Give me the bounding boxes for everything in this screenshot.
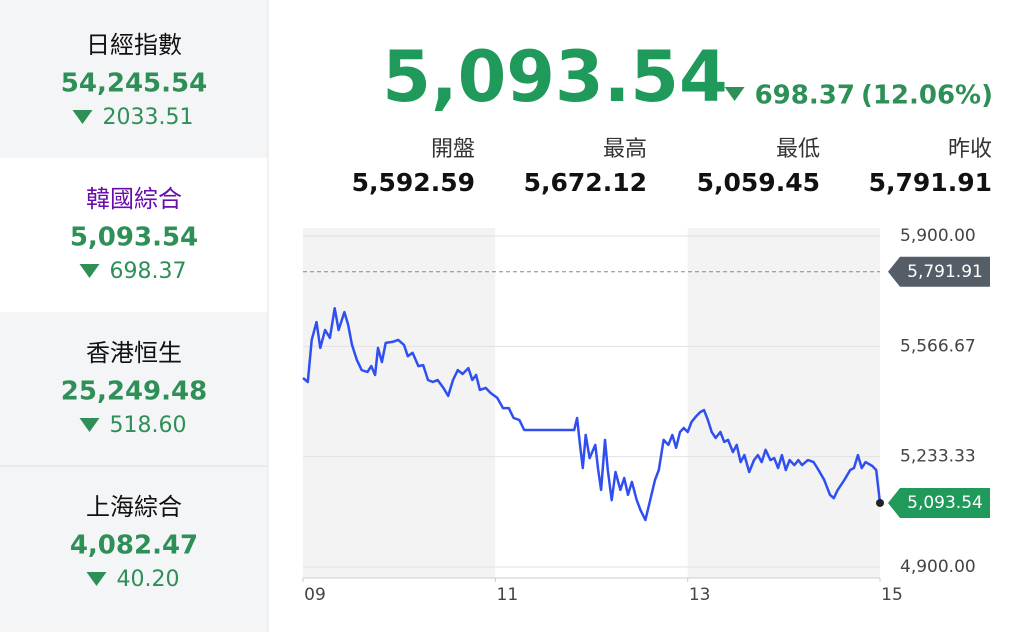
y-tick-label: 5,900.00 — [900, 226, 976, 246]
down-arrow — [79, 418, 100, 432]
stat-label: 最低 — [776, 137, 820, 162]
stat-value: 5,672.12 — [524, 168, 647, 197]
change-pct: (12.06%) — [861, 81, 993, 111]
index-name: 上海綜合 — [86, 493, 182, 521]
x-tick-label: 13 — [689, 585, 711, 605]
change: 698.37 — [755, 81, 855, 111]
index-name: 韓國綜合 — [86, 185, 182, 213]
index-change: 40.20 — [117, 567, 180, 592]
index-name: 香港恒生 — [86, 339, 182, 367]
stat-label: 開盤 — [431, 137, 475, 162]
reference-tag — [888, 256, 990, 287]
stat-label: 昨收 — [948, 137, 992, 162]
down-arrow — [86, 572, 107, 586]
stat-value: 5,791.91 — [869, 168, 992, 197]
y-tick-label: 5,566.67 — [900, 336, 976, 356]
index-change: 698.37 — [110, 259, 187, 284]
x-tick-label: 11 — [497, 585, 519, 605]
last-point — [876, 498, 884, 507]
stat-value: 5,059.45 — [697, 168, 820, 197]
y-tick-label: 5,233.33 — [900, 447, 976, 467]
index-value: 5,093.54 — [70, 223, 198, 253]
down-arrow — [72, 110, 93, 124]
index-value: 4,082.47 — [70, 531, 198, 561]
current-tag — [888, 487, 990, 518]
session-band — [303, 228, 496, 578]
stat-label: 最高 — [603, 137, 647, 162]
index-change: 2033.51 — [103, 105, 194, 130]
current-label: 5,093.54 — [907, 493, 983, 513]
down-arrow — [79, 264, 100, 278]
index-value: 25,249.48 — [61, 377, 207, 407]
sidebar-selected-bg — [0, 158, 268, 312]
session-band — [687, 228, 880, 578]
stat-value: 5,592.59 — [352, 168, 475, 197]
sidebar-bg — [0, 0, 268, 632]
reference-label: 5,791.91 — [907, 262, 983, 282]
x-tick-label: 15 — [881, 585, 903, 605]
price-line — [302, 306, 882, 522]
index-change: 518.60 — [110, 413, 187, 438]
down-arrow — [724, 87, 745, 101]
session-band — [495, 228, 688, 578]
index-name: 日經指數 — [86, 31, 182, 59]
index-value: 54,245.54 — [61, 69, 207, 99]
x-tick-label: 09 — [304, 585, 326, 605]
y-tick-label: 4,900.00 — [900, 557, 976, 577]
current-value: 5,093.54 — [382, 36, 727, 118]
